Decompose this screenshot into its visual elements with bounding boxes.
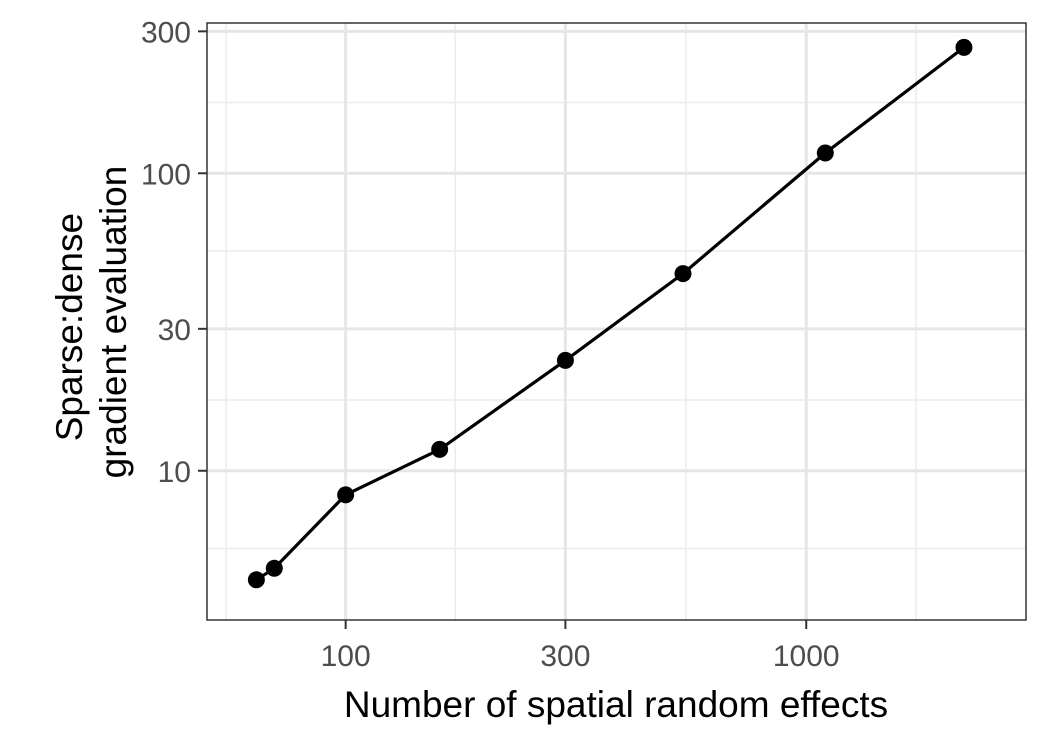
y-tick-label: 10 xyxy=(158,456,191,489)
y-tick-label: 30 xyxy=(158,314,191,347)
series-line xyxy=(254,45,966,582)
x-tick-label: 1000 xyxy=(773,640,840,673)
x-tick-label: 100 xyxy=(321,640,371,673)
data-point xyxy=(265,559,283,577)
major-gridlines xyxy=(207,23,1026,620)
axis-ticks xyxy=(198,30,808,629)
y-axis-title: Sparse:dense gradient evaluation xyxy=(49,166,134,479)
minor-gridlines xyxy=(207,23,1026,620)
y-axis-title-line-2: gradient evaluation xyxy=(93,166,134,479)
data-point xyxy=(955,38,973,56)
plot-panel-border xyxy=(206,22,1027,621)
axis-tick-labels: 100 300 1000 10 30 100 300 xyxy=(141,16,840,673)
x-axis-title: Number of spatial random effects xyxy=(344,684,888,725)
data-point xyxy=(431,440,449,458)
y-tick-label: 300 xyxy=(141,16,191,49)
series-layer xyxy=(247,38,973,589)
x-tick-label: 300 xyxy=(540,640,590,673)
y-tick-label: 100 xyxy=(141,158,191,191)
data-point xyxy=(337,486,355,504)
y-axis-title-line-1: Sparse:dense xyxy=(49,213,90,441)
data-point xyxy=(556,351,574,369)
data-point xyxy=(247,571,265,589)
data-point xyxy=(816,144,834,162)
data-point xyxy=(674,265,692,283)
